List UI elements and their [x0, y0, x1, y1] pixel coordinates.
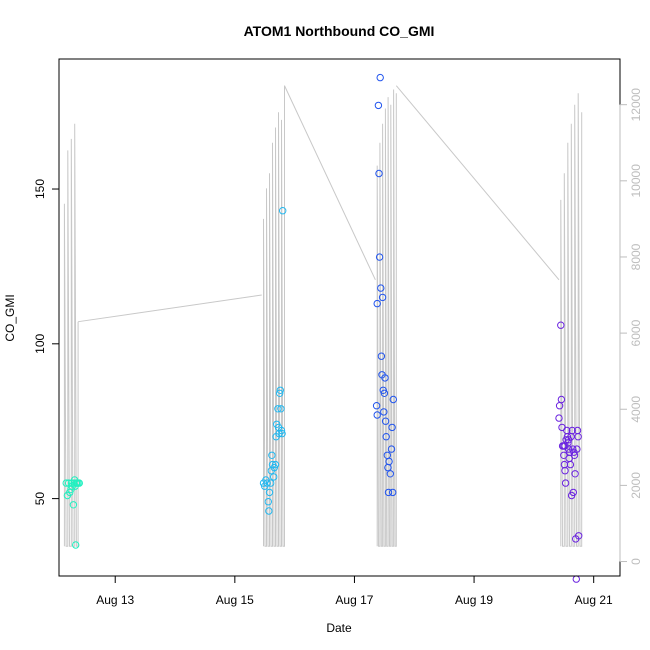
- chart-title: ATOM1 Northbound CO_GMI: [244, 23, 435, 39]
- data-point: [572, 575, 580, 583]
- data-point: [375, 169, 383, 178]
- altitude-segment: [63, 123, 79, 547]
- y2-tick-label: 10000: [629, 164, 643, 198]
- data-point: [568, 426, 576, 435]
- x-tick-label: Aug 15: [216, 593, 254, 607]
- data-point: [569, 488, 577, 497]
- data-point: [564, 436, 573, 444]
- data-point: [265, 507, 273, 515]
- altitude-segment: [376, 89, 397, 547]
- data-point: [566, 460, 575, 469]
- data-point: [373, 411, 381, 419]
- data-point: [276, 386, 284, 394]
- x-tick-label: Aug 19: [455, 593, 493, 607]
- y2-tick-label: 6000: [629, 319, 643, 346]
- y-axis: 50 100 150: [33, 179, 59, 506]
- data-point: [279, 207, 287, 215]
- data-point: [387, 445, 396, 453]
- data-point: [561, 479, 570, 487]
- data-point: [573, 445, 581, 453]
- plot-frame: [58, 58, 621, 577]
- data-point: [372, 402, 381, 410]
- data-point: [267, 479, 275, 487]
- data-point: [386, 470, 394, 478]
- data-point: [263, 479, 271, 487]
- data-point: [380, 408, 388, 416]
- data-point: [374, 101, 383, 110]
- data-point: [70, 479, 78, 487]
- data-point: [571, 470, 579, 478]
- data-point: [268, 451, 276, 459]
- data-point: [265, 488, 274, 497]
- points-layer: [62, 73, 583, 583]
- data-point: [388, 423, 396, 432]
- y-tick-label: 150: [33, 179, 47, 199]
- data-point: [277, 426, 286, 435]
- y2-tick-label: 2000: [629, 472, 643, 499]
- data-point: [561, 467, 569, 475]
- data-point: [377, 284, 385, 292]
- data-point: [375, 253, 384, 261]
- x-tick-label: Aug 17: [335, 593, 373, 607]
- data-point: [274, 405, 282, 413]
- data-point: [378, 293, 387, 302]
- data-point: [373, 299, 381, 308]
- x-axis: Aug 13 Aug 15 Aug 17 Aug 19 Aug 21: [96, 575, 613, 607]
- data-point: [385, 457, 393, 466]
- data-point: [575, 532, 583, 540]
- data-point: [277, 405, 285, 413]
- data-point: [570, 451, 579, 459]
- data-point: [384, 488, 393, 497]
- data-point: [69, 501, 78, 509]
- data-point: [271, 460, 280, 469]
- data-point: [561, 442, 569, 450]
- y-axis-label: CO_GMI: [3, 294, 17, 341]
- data-point: [557, 395, 566, 404]
- y2-axis: 0 2000 4000 6000 8000 10000 12000: [619, 88, 643, 565]
- data-point: [389, 395, 397, 404]
- data-point: [62, 479, 70, 487]
- altitude-connector: [284, 85, 376, 281]
- altitude-segment: [560, 93, 583, 547]
- data-point: [72, 541, 80, 549]
- data-point: [560, 451, 568, 459]
- y2-tick-label: 8000: [629, 243, 643, 270]
- altitude-connector: [395, 85, 560, 281]
- data-point: [264, 498, 272, 506]
- data-point: [377, 352, 386, 360]
- altitude-segment: [263, 85, 285, 547]
- data-point: [557, 321, 565, 329]
- data-point: [382, 433, 390, 441]
- data-point: [389, 488, 397, 497]
- data-point: [574, 433, 582, 441]
- y2-tick-label: 12000: [629, 88, 643, 122]
- data-point: [270, 473, 278, 481]
- x-tick-label: Aug 21: [575, 593, 613, 607]
- y-tick-label: 50: [33, 492, 47, 506]
- data-point: [376, 73, 384, 82]
- data-point: [555, 414, 563, 422]
- y2-tick-label: 4000: [629, 396, 643, 423]
- altitude-connector: [78, 294, 262, 323]
- data-point: [381, 374, 389, 382]
- data-point: [381, 417, 390, 425]
- data-point: [75, 479, 84, 487]
- data-point: [380, 389, 389, 397]
- data-point: [276, 389, 284, 397]
- altitude-line-layer: [63, 85, 583, 547]
- data-point: [278, 429, 286, 438]
- y-tick-label: 100: [33, 333, 47, 353]
- y2-tick-label: 0: [629, 558, 643, 565]
- x-tick-label: Aug 13: [96, 593, 134, 607]
- x-axis-label: Date: [326, 621, 352, 635]
